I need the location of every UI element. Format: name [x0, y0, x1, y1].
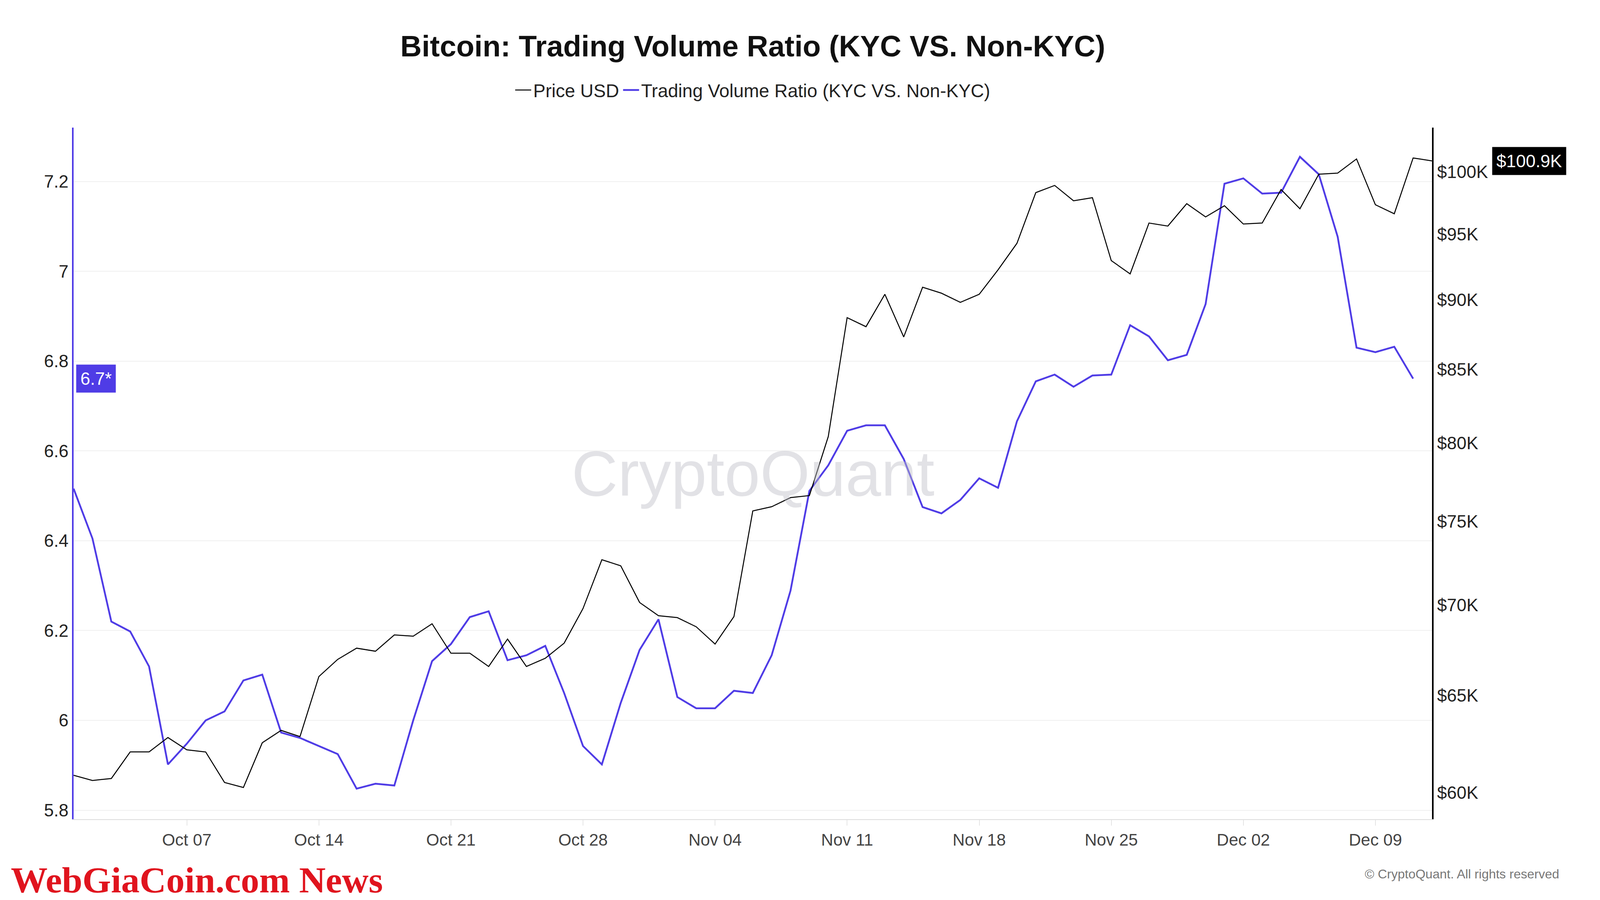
svg-text:7: 7 [58, 261, 69, 282]
svg-text:$90K: $90K [1437, 290, 1479, 310]
svg-text:$70K: $70K [1437, 595, 1479, 615]
svg-text:CryptoQuant: CryptoQuant [571, 437, 935, 510]
svg-text:Nov 25: Nov 25 [1084, 830, 1138, 850]
svg-text:Nov 18: Nov 18 [952, 830, 1006, 850]
svg-text:6: 6 [58, 710, 69, 730]
svg-text:$60K: $60K [1437, 782, 1479, 803]
svg-text:6.2: 6.2 [44, 620, 69, 641]
svg-text:Price USD: Price USD [533, 80, 620, 102]
svg-text:Dec 09: Dec 09 [1348, 830, 1402, 850]
svg-text:$80K: $80K [1437, 433, 1479, 453]
svg-text:Bitcoin: Trading Volume Ratio: Bitcoin: Trading Volume Ratio (KYC VS. N… [400, 29, 1106, 63]
svg-text:$75K: $75K [1437, 511, 1479, 532]
svg-text:$100K: $100K [1437, 162, 1488, 182]
svg-text:Oct 14: Oct 14 [294, 830, 344, 850]
svg-text:Oct 07: Oct 07 [162, 830, 212, 850]
svg-text:7.2: 7.2 [44, 171, 69, 192]
svg-text:6.4: 6.4 [44, 530, 69, 551]
svg-text:$85K: $85K [1437, 359, 1479, 380]
svg-text:Oct 21: Oct 21 [426, 830, 476, 850]
svg-text:Dec 02: Dec 02 [1216, 830, 1270, 850]
svg-text:Trading Volume Ratio (KYC VS.: Trading Volume Ratio (KYC VS. Non-KYC) [641, 80, 991, 102]
svg-text:$100.9K: $100.9K [1496, 151, 1562, 171]
svg-text:6.8: 6.8 [44, 351, 69, 371]
svg-text:$95K: $95K [1437, 224, 1479, 244]
svg-text:5.8: 5.8 [44, 800, 69, 820]
svg-text:WebGiaCoin.com News: WebGiaCoin.com News [10, 859, 383, 900]
svg-text:Nov 04: Nov 04 [688, 830, 742, 850]
svg-text:$65K: $65K [1437, 685, 1479, 706]
svg-text:6.7*: 6.7* [80, 368, 112, 389]
svg-text:Oct 28: Oct 28 [558, 830, 608, 850]
svg-text:Nov 11: Nov 11 [821, 830, 874, 850]
svg-text:© CryptoQuant. All rights rese: © CryptoQuant. All rights reserved [1364, 866, 1560, 882]
svg-text:6.6: 6.6 [44, 441, 69, 461]
